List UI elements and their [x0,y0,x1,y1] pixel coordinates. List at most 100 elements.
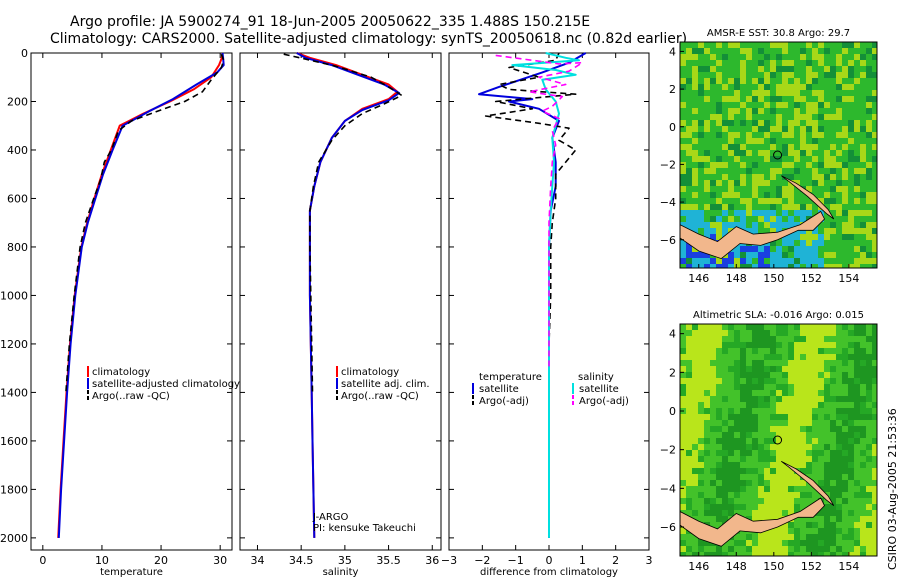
sst_map-cell [800,240,806,246]
sla_map-cell [734,414,740,420]
sst_map-cell [758,108,764,114]
sla_map-cell [680,492,686,498]
sla_map-cell [716,426,722,432]
sst_map-cell [722,174,728,180]
sla_map-cell [686,390,692,396]
sla_map-cell [758,480,764,486]
sst_map-cell [830,156,836,162]
sst_map-cell [812,252,818,258]
sla_map-cell [758,384,764,390]
sst_map-cell [746,96,752,102]
sst_map-cell [692,150,698,156]
sst_map-cell [692,228,698,234]
sla_map-cell [872,366,877,372]
sst_map-cell [686,204,692,210]
sla_map-cell [770,492,776,498]
sst_map-cell [794,264,800,268]
sst_map-cell [686,54,692,60]
sla_map-cell [800,408,806,414]
sst_map-cell [740,264,746,268]
sst_map-cell [686,150,692,156]
temperature-x-tick-label: 30 [213,554,227,567]
sla_map-cell [728,408,734,414]
sla_map-cell [830,552,836,556]
sst_map-cell [812,120,818,126]
sst_map-cell [686,144,692,150]
sst_map-cell [830,66,836,72]
sst_map-cell [842,162,848,168]
sla_map-cell [680,390,686,396]
sla_map-cell [824,330,830,336]
sla_map-cell [776,504,782,510]
sst_map-cell [854,180,860,186]
sst_map-cell [812,78,818,84]
sst_map-cell [770,258,776,264]
sst_map-cell [860,228,866,234]
sst_map-cell [692,54,698,60]
sst_map-cell [722,144,728,150]
sst_map-field [680,42,877,268]
sst_map-cell [788,144,794,150]
sst_map-cell [872,234,877,240]
sla_map-cell [692,348,698,354]
sla_map-cell [698,480,704,486]
sst_map-x-tick-label: 154 [838,272,859,285]
sst_map-cell [758,198,764,204]
sla_map-cell [818,540,824,546]
sla_map-cell [734,378,740,384]
sst_map-cell [698,132,704,138]
sst_map-cell [782,240,788,246]
sst_map-cell [872,246,877,252]
sla_map-cell [794,378,800,384]
sst_map-cell [860,252,866,258]
sla_map-cell [842,348,848,354]
sla_map-cell [680,384,686,390]
sla_map-cell [800,384,806,390]
sla_map-cell [740,420,746,426]
sst_map-cell [704,78,710,84]
sst_map-cell [752,252,758,258]
sla_map-cell [866,522,872,528]
sla_map-cell [686,438,692,444]
sla_map-cell [854,402,860,408]
sla_map-cell [734,444,740,450]
sla_map-cell [824,372,830,378]
sla_map-cell [764,516,770,522]
sla_map-cell [824,468,830,474]
sst_map-cell [770,108,776,114]
sla_map-cell [764,396,770,402]
sla_map-cell [860,402,866,408]
sst_map-cell [710,258,716,264]
sla_map-cell [842,534,848,540]
sst_map-cell [854,168,860,174]
sla_map-cell [692,396,698,402]
sla_map-cell [704,384,710,390]
sla_map-frame [679,323,878,557]
sla_map-cell [854,390,860,396]
sla_map-cell [848,354,854,360]
sst_map-cell [806,258,812,264]
sla_map-cell [872,354,877,360]
sla_map-cell [788,486,794,492]
sst_map-cell [728,114,734,120]
sla_map-cell [836,438,842,444]
sla_map-cell [788,426,794,432]
sst_map-cell [848,72,854,78]
sst_map-cell [692,84,698,90]
sla_map-cell [782,522,788,528]
sla_map-cell [812,546,818,552]
sla_map-cell [836,468,842,474]
sst_map-cell [734,84,740,90]
sla_map-cell [698,330,704,336]
sst_map-cell [860,144,866,150]
sla_map-cell [692,552,698,556]
sst_map-cell [836,54,842,60]
sla_map-cell [716,486,722,492]
sla_map-cell [776,324,782,330]
sla_map-cell [866,456,872,462]
sst_map-cell [710,234,716,240]
sla_map-cell [872,372,877,378]
sst_map-cell [704,120,710,126]
sla_map-cell [776,330,782,336]
sst_map-cell [722,228,728,234]
